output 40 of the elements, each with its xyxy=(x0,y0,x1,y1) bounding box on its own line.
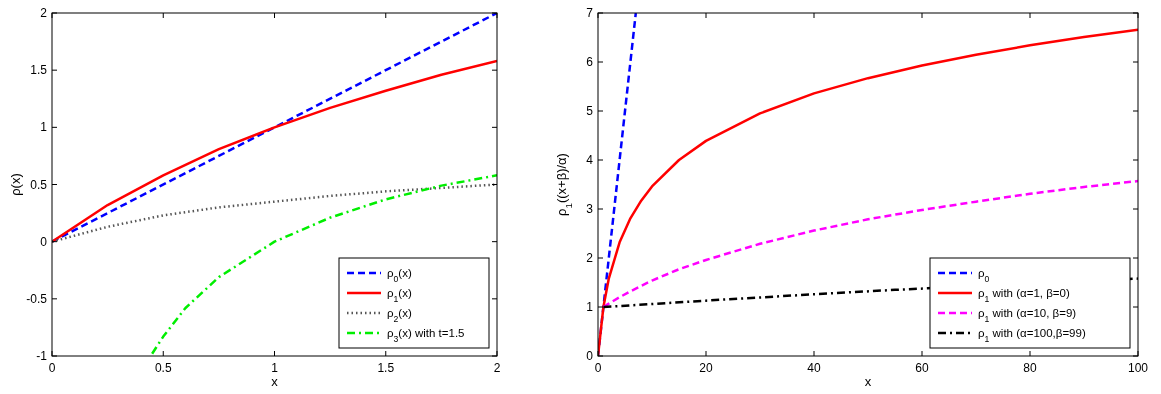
y-tick-label: 2 xyxy=(586,251,594,265)
y-tick-label: 1 xyxy=(40,120,48,135)
y-axis-title: ρ(x) xyxy=(8,173,23,196)
line-series xyxy=(598,28,1138,356)
line-series xyxy=(52,59,497,243)
y-tick-label: 2 xyxy=(40,6,48,20)
line-series xyxy=(602,179,1138,309)
y-tick-label: 0 xyxy=(40,234,48,249)
x-tick-label: 60 xyxy=(915,361,929,375)
x-tick-label: 0.5 xyxy=(154,361,172,375)
legend-label: ρ$_{1}$ with (α=100,β=99) xyxy=(978,327,1086,344)
line-series xyxy=(150,174,497,355)
y-tick-label: -1 xyxy=(36,349,48,363)
x-tick-label: 1 xyxy=(271,361,279,375)
x-tick-label: 1.5 xyxy=(377,361,395,375)
x-tick-label: 100 xyxy=(1127,361,1149,375)
legend-label: ρ$_{3}$(x) with t=1.5 xyxy=(387,327,465,344)
y-tick-label: 0.5 xyxy=(30,177,48,192)
y-tick-label: 6 xyxy=(586,55,594,69)
x-axis-title: x xyxy=(271,374,279,389)
y-tick-label: 1.5 xyxy=(30,63,48,78)
y-tick-label: 0 xyxy=(586,349,594,363)
y-tick-label: -0.5 xyxy=(26,291,48,306)
y-tick-label: 3 xyxy=(586,202,594,216)
line-series xyxy=(52,183,497,243)
y-tick-label: 5 xyxy=(586,104,594,118)
legend-label: ρ$_{1}$ with (α=10, β=9) xyxy=(978,307,1077,324)
legend-label: ρ$_{1}$(x) xyxy=(387,287,412,304)
y-tick-label: 4 xyxy=(586,153,594,167)
legend-label: ρ$_{2}$(x) xyxy=(387,307,412,324)
x-tick-label: 40 xyxy=(807,361,821,375)
x-tick-label: 80 xyxy=(1023,361,1037,375)
x-tick-label: 2 xyxy=(493,361,501,375)
legend-label: ρ$_{0}$ xyxy=(978,267,990,284)
legend-label: ρ$_{0}$(x) xyxy=(387,267,412,284)
y-tick-label: 7 xyxy=(586,6,594,20)
x-tick-label: 20 xyxy=(699,361,713,375)
x-axis-title: x xyxy=(864,374,872,389)
y-tick-label: 1 xyxy=(586,300,594,314)
legend-label: ρ$_{1}$ with (α=1, β=0) xyxy=(978,287,1070,304)
